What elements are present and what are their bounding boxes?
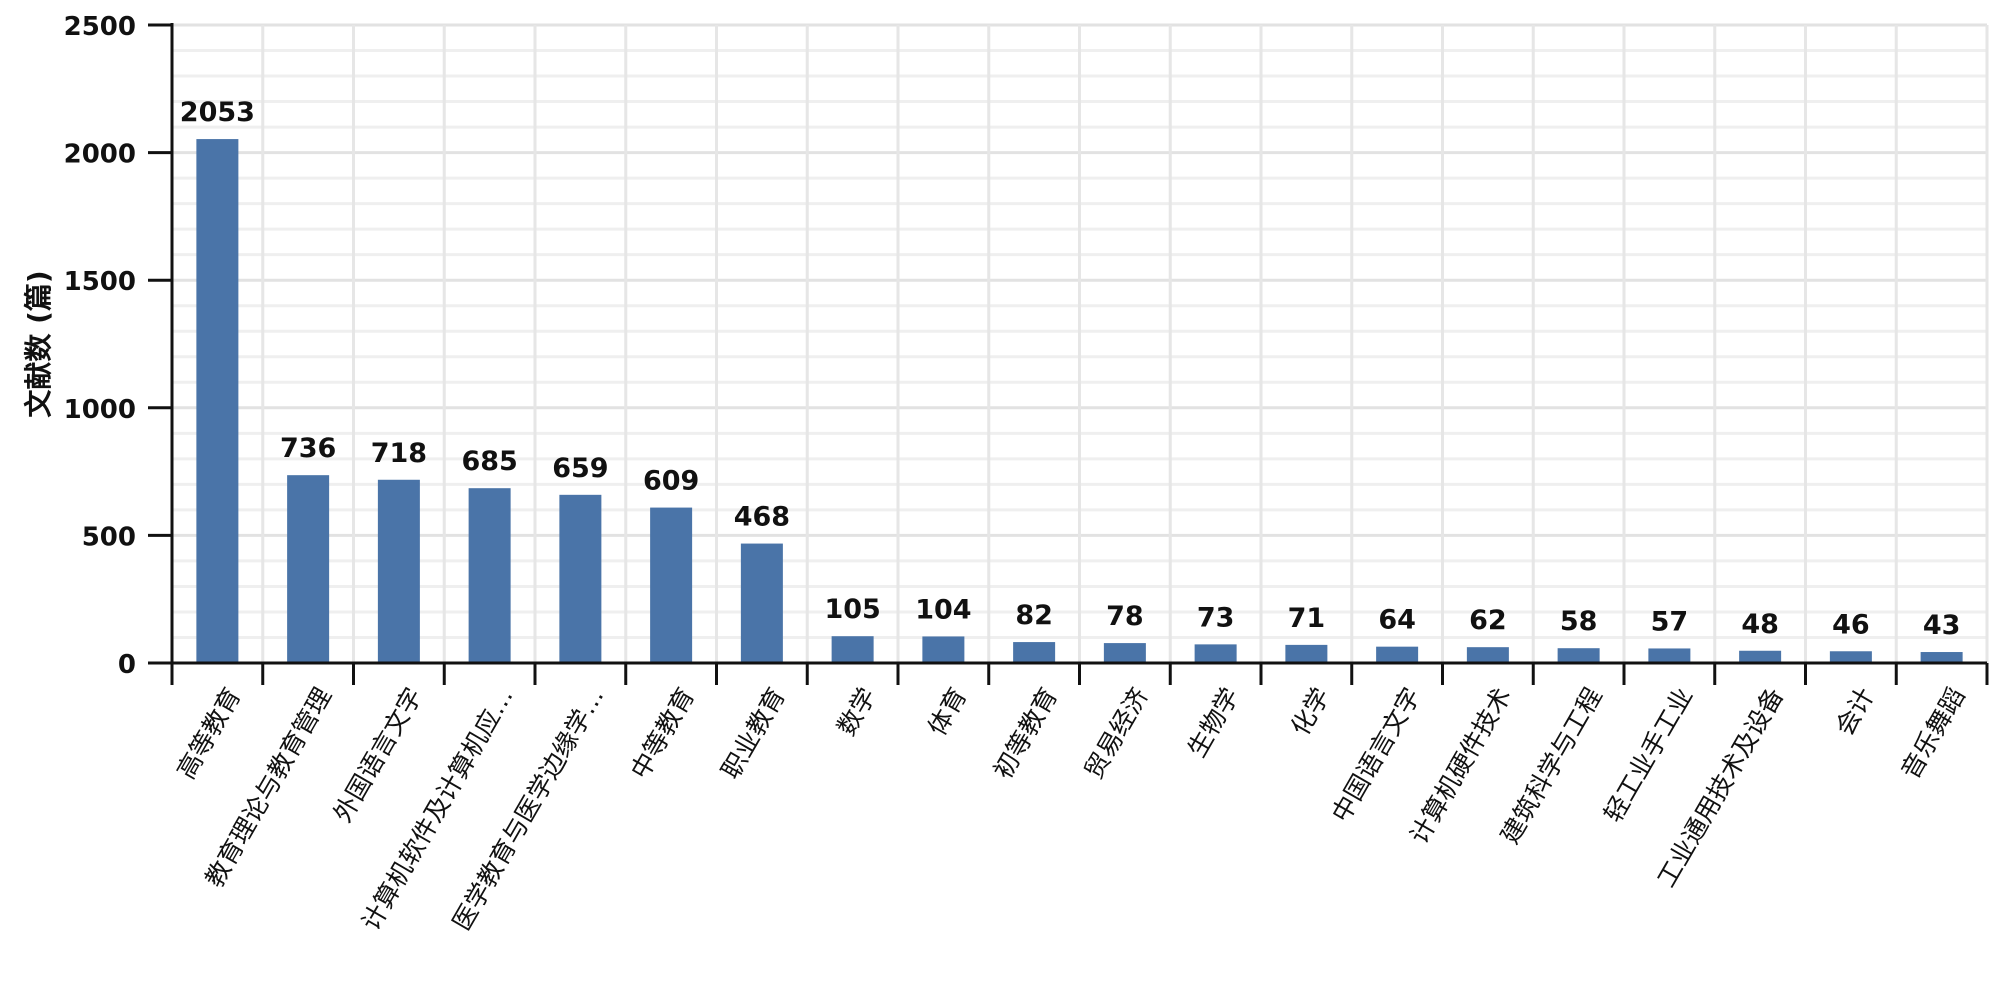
value-label: 82	[1015, 600, 1053, 631]
value-label: 71	[1288, 603, 1326, 634]
bar	[1013, 642, 1056, 663]
bar	[377, 479, 420, 663]
value-label: 57	[1651, 606, 1689, 637]
value-labels: 2053 736 718 685 659 609 468 105 104 82 78 73 71 64 62…	[180, 97, 1961, 641]
value-label: 62	[1469, 605, 1507, 636]
x-tick-label: 高等教育	[171, 683, 246, 784]
bar	[650, 507, 693, 663]
x-tick-label: 职业教育	[716, 683, 791, 784]
bar	[287, 475, 330, 663]
bar	[1194, 644, 1237, 663]
value-label: 2053	[180, 97, 255, 128]
value-label: 659	[552, 453, 608, 484]
y-tick-label: 0	[118, 650, 136, 680]
x-tick-label: 数学	[832, 683, 882, 741]
bar	[831, 636, 874, 663]
y-tick-labels: 0 500 1000 1500 2000 2500	[64, 12, 136, 680]
value-label: 46	[1832, 609, 1870, 640]
bar	[1285, 644, 1328, 663]
bar	[468, 488, 511, 663]
x-tick-label: 会计	[1830, 683, 1880, 741]
x-tick-label: 音乐舞蹈	[1896, 683, 1971, 784]
bars	[196, 139, 1963, 663]
x-tick-label: 轻工业手工业	[1598, 683, 1698, 827]
value-label: 468	[734, 502, 790, 533]
x-tick-label: 贸易经济	[1079, 683, 1154, 784]
y-axis-title: 文献数 (篇)	[22, 270, 55, 417]
y-tick-label: 2500	[64, 12, 136, 42]
x-tick-label: 中国语言文字	[1326, 683, 1426, 827]
x-tick-label: 初等教育	[988, 683, 1063, 784]
bar	[1376, 646, 1419, 663]
grid	[172, 23, 1989, 663]
y-tick-label: 2000	[64, 140, 136, 170]
bar	[922, 636, 965, 663]
bar	[1739, 650, 1782, 663]
bar	[1648, 648, 1691, 663]
x-tick-label: 中等教育	[625, 683, 700, 784]
bar	[1920, 652, 1963, 663]
bar	[740, 543, 783, 663]
bar	[1103, 643, 1146, 663]
value-label: 609	[643, 466, 699, 497]
x-tick-label: 建筑科学与工程	[1495, 683, 1608, 849]
bar	[559, 494, 602, 663]
value-label: 104	[915, 594, 971, 625]
axes	[148, 23, 1989, 685]
value-label: 73	[1197, 602, 1235, 633]
value-label: 718	[371, 438, 427, 469]
bar	[1557, 648, 1600, 663]
value-label: 736	[280, 433, 336, 464]
value-label: 48	[1741, 609, 1779, 640]
x-tick-label: 化学	[1285, 683, 1335, 741]
y-tick-label: 500	[82, 522, 136, 552]
value-label: 105	[824, 594, 880, 625]
value-label: 64	[1378, 605, 1416, 636]
x-tick-labels: 高等教育教育理论与教育管理外国语言文字计算机软件及计算机应…医学教育与医学边缘学…	[171, 683, 1970, 936]
value-label: 58	[1560, 606, 1598, 637]
value-label: 43	[1923, 610, 1961, 641]
bar	[1829, 651, 1872, 663]
x-tick-label: 体育	[922, 683, 972, 741]
y-tick-label: 1000	[64, 395, 136, 425]
y-tick-label: 1500	[64, 267, 136, 297]
x-tick-label: 生物学	[1182, 683, 1245, 762]
x-tick-label: 外国语言文字	[328, 683, 428, 827]
bar	[196, 139, 239, 663]
value-label: 78	[1106, 601, 1144, 632]
bar	[1466, 647, 1509, 663]
value-label: 685	[461, 446, 517, 477]
